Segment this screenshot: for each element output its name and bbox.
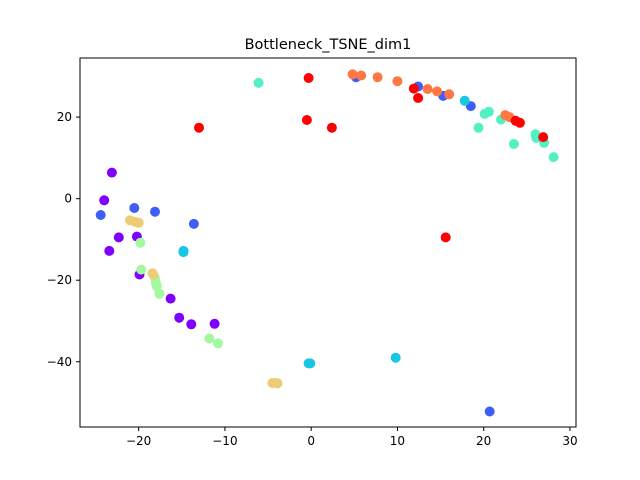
y-tick-label: 20 <box>57 110 72 124</box>
scatter-point <box>150 206 160 217</box>
scatter-point <box>209 318 220 329</box>
scatter-point <box>154 288 165 299</box>
scatter-point <box>174 312 185 323</box>
scatter-point <box>305 358 316 369</box>
scatter-point <box>473 122 484 133</box>
scatter-point <box>301 115 312 125</box>
scatter-point <box>188 218 199 229</box>
scatter-point <box>390 352 401 363</box>
scatter-point <box>548 152 559 163</box>
scatter-point <box>422 84 433 94</box>
x-tick-label: 10 <box>390 434 405 448</box>
x-tick-label: 20 <box>476 434 491 448</box>
scatter-point <box>347 69 358 80</box>
scatter-point <box>303 73 314 83</box>
scatter-point <box>213 338 223 349</box>
scatter-point <box>408 83 419 94</box>
scatter-point <box>95 210 106 220</box>
points-layer <box>95 69 559 417</box>
scatter-point <box>186 319 197 330</box>
scatter-point <box>372 72 383 83</box>
scatter-point <box>272 378 283 389</box>
scatter-point <box>204 333 215 344</box>
chart-title: Bottleneck_TSNE_dim1 <box>245 37 412 53</box>
x-tick-label: 30 <box>562 434 577 448</box>
scatter-point <box>538 132 549 143</box>
y-tick-label: −20 <box>47 273 72 287</box>
scatter-point <box>194 122 204 133</box>
x-tick-label: −20 <box>126 434 151 448</box>
scatter-point <box>133 217 144 228</box>
scatter-point <box>148 269 159 280</box>
x-tick-label: 0 <box>307 434 315 448</box>
scatter-point <box>483 106 494 117</box>
x-tick-label: −10 <box>212 434 237 448</box>
scatter-point <box>135 237 146 248</box>
axes-layer: −20 −10 0 10 20 30 −40 −20 0 20 <box>47 57 578 448</box>
y-tick-label: −40 <box>47 355 72 369</box>
scatter-point <box>432 86 443 97</box>
scatter-point <box>514 117 525 128</box>
scatter-point <box>392 76 403 87</box>
scatter-point <box>413 93 424 103</box>
scatter-point <box>326 122 337 133</box>
scatter-point <box>459 95 470 106</box>
y-tick-label: 0 <box>64 192 72 206</box>
scatter-point <box>484 406 495 417</box>
scatter-point <box>253 77 264 88</box>
plot-frame <box>79 57 577 428</box>
scatter-point <box>106 167 117 178</box>
scatter-point <box>444 89 455 100</box>
scatter-point <box>440 232 451 243</box>
scatter-point <box>178 247 189 258</box>
scatter-point <box>136 264 147 275</box>
scatter-point <box>104 245 115 256</box>
scatter-point <box>508 139 519 149</box>
scatter-point <box>129 203 140 213</box>
scatter-point <box>99 195 110 206</box>
scatter-point <box>356 70 367 81</box>
scatter-point <box>165 293 176 304</box>
scatter-point <box>113 232 124 243</box>
